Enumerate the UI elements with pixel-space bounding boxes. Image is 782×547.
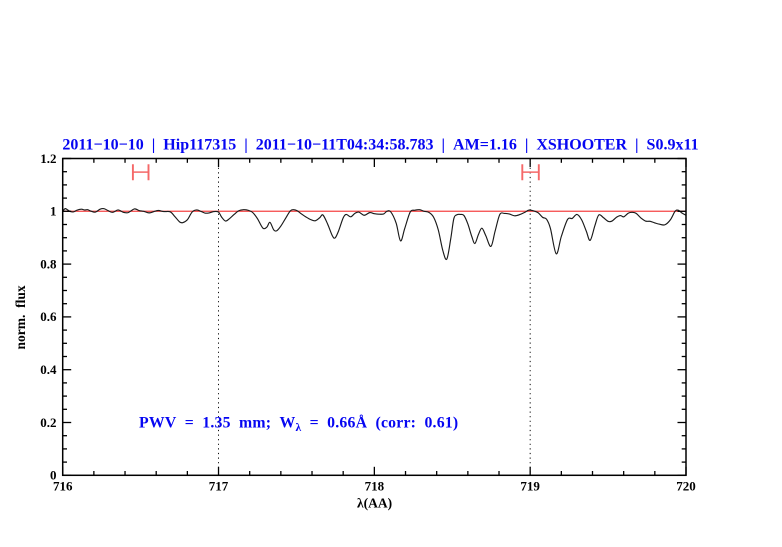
svg-text:1.2: 1.2: [40, 151, 56, 166]
svg-text:0.4: 0.4: [40, 362, 57, 377]
svg-text:0: 0: [50, 468, 57, 483]
svg-text:norm. flux: norm. flux: [13, 285, 28, 349]
svg-text:717: 717: [209, 478, 229, 493]
svg-text:720: 720: [676, 478, 696, 493]
svg-text:0.2: 0.2: [40, 415, 56, 430]
svg-text:2011−10−10 | Hip117315 | 2: 2011−10−10 | Hip117315 | 2011−10−11T04:3…: [62, 136, 698, 153]
svg-text:1: 1: [50, 204, 57, 219]
svg-text:718: 718: [365, 478, 385, 493]
svg-text:0.8: 0.8: [40, 256, 57, 271]
svg-text:0.6: 0.6: [40, 309, 57, 324]
svg-text:716: 716: [53, 478, 73, 493]
svg-text:719: 719: [520, 478, 540, 493]
svg-text:λ(AA): λ(AA): [357, 496, 392, 511]
svg-text:PWV = 1.35 mm; Wλ = 0.66: PWV = 1.35 mm; Wλ = 0.66Å (corr: 0.61): [139, 414, 458, 434]
